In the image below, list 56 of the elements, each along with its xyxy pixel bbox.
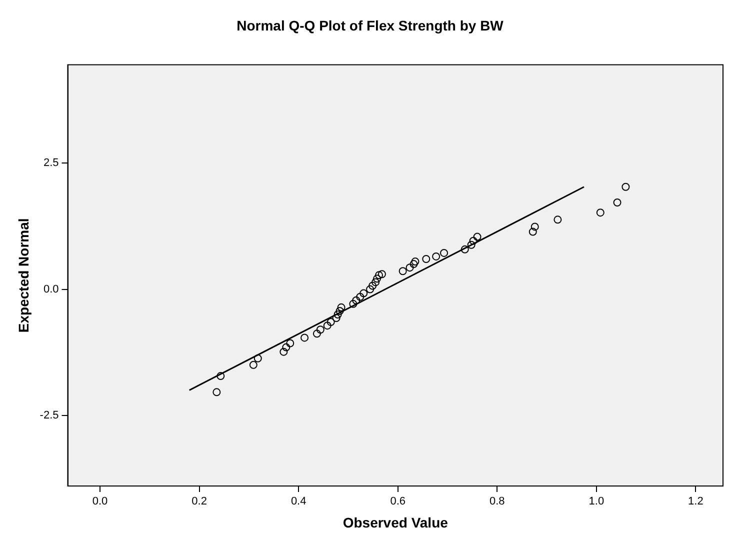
y-axis-title: Expected Normal bbox=[15, 218, 32, 333]
point bbox=[300, 334, 309, 342]
point bbox=[372, 278, 380, 286]
point bbox=[349, 300, 358, 308]
x-axis-title: Observed Value bbox=[342, 514, 448, 530]
chart-title: Normal Q-Q Plot of Flex Strength by BW bbox=[236, 17, 504, 34]
point bbox=[596, 208, 604, 217]
point bbox=[406, 264, 414, 272]
x-tick-label: 1.2 bbox=[688, 496, 704, 508]
point bbox=[366, 285, 374, 294]
x-tick-label: 1.0 bbox=[588, 496, 604, 508]
point bbox=[337, 303, 346, 312]
point bbox=[473, 232, 482, 241]
x-tick-label: 0.4 bbox=[290, 496, 306, 508]
point bbox=[411, 258, 420, 266]
point bbox=[460, 245, 469, 254]
point bbox=[323, 322, 332, 330]
point bbox=[613, 198, 622, 207]
point bbox=[316, 326, 324, 334]
point bbox=[554, 216, 562, 224]
point bbox=[528, 228, 537, 236]
point bbox=[326, 318, 335, 326]
point bbox=[373, 274, 382, 283]
point bbox=[332, 314, 340, 322]
point bbox=[352, 296, 360, 304]
point bbox=[249, 360, 258, 369]
x-tick-label: 0.6 bbox=[390, 496, 406, 508]
point bbox=[356, 292, 364, 301]
point bbox=[622, 182, 630, 191]
point bbox=[467, 240, 476, 249]
y-tick-label: -2.5 bbox=[40, 409, 59, 422]
point bbox=[254, 354, 262, 362]
point bbox=[360, 289, 368, 298]
point bbox=[398, 267, 407, 276]
point bbox=[440, 248, 448, 257]
point bbox=[378, 270, 386, 278]
y-tick-label: 2.5 bbox=[43, 157, 59, 170]
x-tick-label: 0.8 bbox=[489, 496, 505, 508]
y-tick-label: 0.0 bbox=[43, 283, 59, 296]
point bbox=[334, 310, 342, 318]
point bbox=[374, 271, 383, 280]
point bbox=[280, 348, 288, 356]
point bbox=[286, 339, 294, 348]
point bbox=[432, 252, 440, 260]
point bbox=[530, 222, 539, 231]
point bbox=[368, 282, 377, 290]
x-tick-label: 0.2 bbox=[192, 496, 207, 508]
point bbox=[422, 255, 430, 264]
point bbox=[212, 388, 221, 396]
x-tick-label: 0.0 bbox=[92, 496, 108, 508]
point bbox=[282, 343, 290, 352]
point bbox=[216, 372, 225, 380]
point bbox=[410, 260, 418, 268]
point bbox=[336, 306, 344, 315]
point bbox=[469, 236, 478, 245]
point bbox=[312, 330, 321, 338]
